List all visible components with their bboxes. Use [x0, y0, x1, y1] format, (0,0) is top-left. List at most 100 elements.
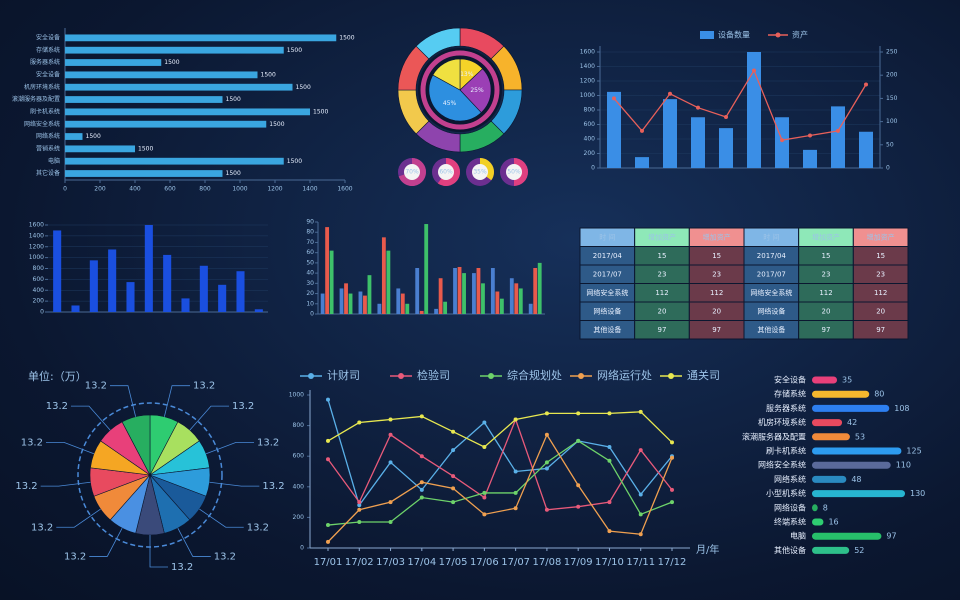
bar-label: 42: [847, 418, 857, 427]
slice-label: 25%: [470, 87, 484, 94]
bar: [509, 278, 514, 314]
slice-label: 13.2: [262, 481, 284, 492]
category-label: 存储系统: [36, 46, 60, 54]
line-point: [638, 448, 643, 453]
y-tick-label: 1200: [580, 78, 595, 85]
table-header: 增加资产: [703, 232, 731, 241]
bar: [329, 250, 334, 314]
line-point: [451, 429, 456, 434]
bar-label: 1500: [226, 170, 241, 177]
line-point: [864, 82, 868, 87]
table-text: 15: [658, 252, 667, 260]
table-text: 112: [710, 289, 723, 297]
bar-label: 97: [886, 532, 896, 541]
table-text: 15: [822, 252, 831, 260]
bar: [405, 303, 410, 314]
bar: [65, 59, 162, 66]
line-point: [482, 490, 487, 495]
table-text: 网络设备: [593, 306, 621, 315]
line-point: [607, 458, 612, 463]
line-point: [388, 519, 393, 524]
legend-label: 通关司: [687, 368, 720, 382]
slice-label: 13.2: [31, 522, 53, 533]
line: [327, 417, 673, 511]
legend-swatch: [775, 32, 781, 38]
line-point: [638, 492, 643, 497]
table-text: 网络设备: [757, 306, 785, 315]
y-tick-label: 100: [886, 118, 898, 125]
slice-label: 13.2: [46, 401, 68, 412]
y-tick-label: 50: [886, 141, 894, 148]
bar-label: 1500: [86, 133, 101, 140]
gauge-label: 70%: [405, 169, 419, 176]
bar: [663, 99, 677, 168]
category-label: 电脑: [790, 531, 806, 541]
bar: [514, 283, 519, 314]
y-tick-label: 400: [584, 136, 596, 143]
x-tick-label: 17/11: [626, 557, 655, 568]
bar: [481, 283, 485, 314]
category-label: 网络系统: [774, 474, 806, 484]
category-label: 其它设备: [36, 169, 60, 177]
line-point: [357, 519, 362, 524]
bar: [377, 303, 382, 314]
table-text: 15: [712, 252, 721, 260]
bar: [400, 293, 405, 314]
y-tick-label: 1400: [29, 232, 44, 239]
line-point: [451, 474, 456, 479]
line-point: [513, 490, 518, 495]
y-tick-label: 250: [886, 49, 898, 56]
table-text: 20: [822, 307, 831, 315]
table-text: 20: [658, 307, 667, 315]
x-tick-label: 17/12: [658, 557, 687, 568]
gauge-label: 60%: [439, 169, 453, 176]
bar: [434, 308, 439, 314]
bar: [65, 96, 223, 103]
y-tick-label: 1000: [29, 254, 44, 261]
legend-swatch: [700, 31, 714, 39]
category-label: 刷卡机系统: [30, 107, 60, 115]
bar-label: 52: [854, 546, 864, 555]
category-label: 安全设备: [36, 33, 60, 41]
table-text: 112: [874, 289, 887, 297]
bar: [859, 131, 873, 168]
slice-label: 13.2: [247, 522, 269, 533]
table-text: 23: [876, 270, 885, 278]
bar: [65, 133, 83, 140]
table-text: 其他设备: [593, 325, 621, 334]
y-tick-label: 200: [33, 298, 45, 305]
bar: [472, 273, 476, 314]
bar: [218, 284, 227, 312]
line-point: [638, 512, 643, 517]
leader-line: [205, 441, 255, 455]
line-point: [808, 133, 812, 138]
line: [613, 69, 867, 141]
line-point: [326, 539, 330, 544]
legend-swatch: [398, 373, 404, 379]
category-label: 网络安全系统: [24, 120, 60, 128]
bar: [518, 288, 523, 314]
bar: [812, 447, 902, 455]
x-axis-label: 月/年: [696, 543, 719, 556]
bar-label: 130: [910, 489, 925, 498]
line-point: [326, 457, 330, 462]
bar: [812, 546, 850, 554]
bar: [65, 34, 337, 42]
line-point: [451, 486, 456, 491]
y-tick-label: 20: [306, 290, 314, 297]
y-tick-label: 80: [306, 229, 314, 236]
line-point: [357, 507, 362, 512]
bar: [537, 262, 542, 314]
y-tick-label: 1400: [580, 63, 595, 70]
bar-label: 1500: [269, 121, 284, 128]
line-point: [419, 487, 424, 492]
table-text: 20: [712, 307, 721, 315]
bar-label: 108: [894, 404, 909, 413]
bar: [65, 108, 310, 116]
x-tick-label: 1600: [337, 186, 352, 193]
y-tick-label: 600: [33, 276, 45, 283]
bar: [181, 298, 190, 312]
bar: [812, 504, 818, 512]
line-point: [544, 507, 549, 512]
table-header: 增加资产: [867, 232, 895, 241]
